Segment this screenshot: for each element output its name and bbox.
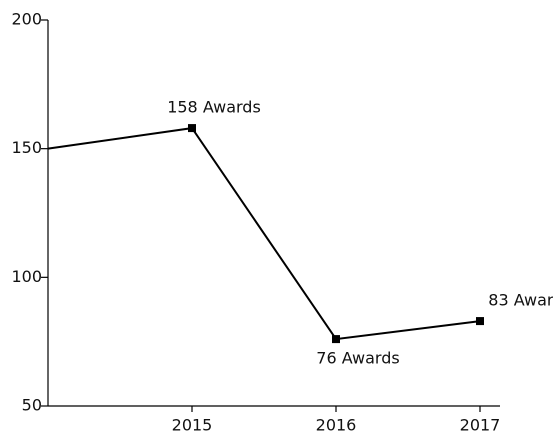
data-label: 158 Awards [167,98,261,117]
data-point [188,124,196,133]
y-tick-label: 150 [11,138,42,157]
data-line [47,127,481,341]
y-tick-label: 200 [11,10,42,29]
x-tick-label: 2017 [460,416,501,435]
data-label: 83 Awards [488,291,553,310]
data-label: 76 Awards [316,349,399,368]
data-point [332,335,340,344]
x-tick-label: 2016 [316,416,357,435]
y-tick-label: 50 [22,396,42,415]
data-point [476,317,484,326]
y-tick-label: 100 [11,267,42,286]
x-tick-label: 2015 [172,416,213,435]
